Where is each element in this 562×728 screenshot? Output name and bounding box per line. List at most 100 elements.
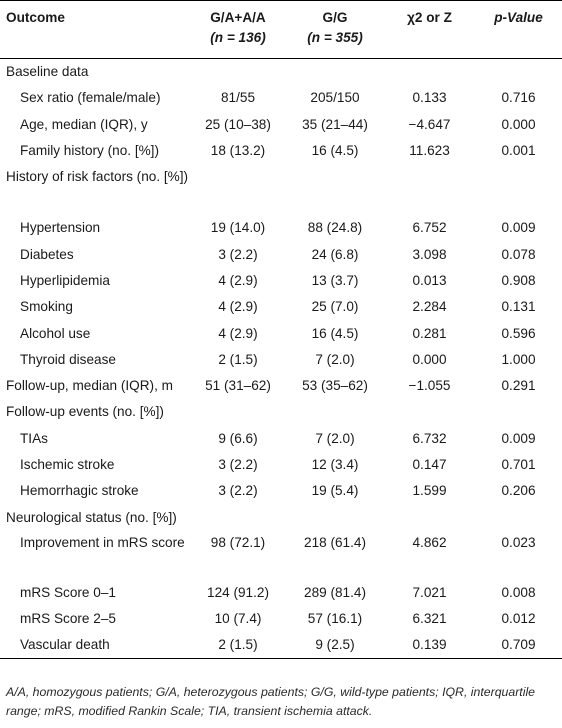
- cell-ga-aa: 124 (91.2): [207, 584, 269, 600]
- table-row: Diabetes 3 (2.2) 24 (6.8) 3.098 0.078: [0, 241, 562, 267]
- row-label: Hyperlipidemia: [20, 272, 110, 288]
- cell-p: 0.716: [501, 90, 536, 106]
- cell-p: 0.206: [501, 483, 536, 499]
- section-row: Baseline data: [0, 58, 562, 85]
- row-label: Vascular death: [0, 631, 190, 660]
- row-label: Family history (no. [%]): [20, 143, 159, 159]
- row-label: Thyroid disease: [20, 351, 116, 367]
- header-ga-aa-label: G/A+A/A: [210, 10, 266, 25]
- header-gg-label: G/G: [322, 10, 348, 25]
- cell-ga-aa: 25 (10–38): [205, 116, 271, 132]
- cell-stat: 3.098: [412, 246, 447, 262]
- cell-p: 0.596: [501, 325, 536, 341]
- header-ga-aa-n: (n = 136): [210, 30, 266, 45]
- cell-p: 0.008: [501, 584, 536, 600]
- row-label: Diabetes: [20, 246, 74, 262]
- cell-stat: 7.021: [412, 584, 447, 600]
- header-pvalue: p-Value: [475, 1, 562, 59]
- table-row: Follow-up, median (IQR), m 51 (31–62) 53…: [0, 372, 562, 398]
- section-row: Follow-up events (no. [%]): [0, 399, 562, 425]
- section-title: Follow-up events (no. [%]): [6, 404, 164, 420]
- cell-stat: 6.752: [412, 220, 447, 236]
- cell-gg: 7 (2.0): [315, 430, 355, 446]
- table-row: Family history (no. [%]) 18 (13.2) 16 (4…: [0, 137, 562, 163]
- table-row: mRS Score 2–5 10 (7.4) 57 (16.1) 6.321 0…: [0, 606, 562, 632]
- row-label: Ischemic stroke: [20, 457, 115, 472]
- cell-stat: −4.647: [408, 116, 451, 132]
- table-row: Hypertension 19 (14.0) 88 (24.8) 6.752 0…: [0, 215, 562, 241]
- cell-p: 0.001: [501, 143, 536, 159]
- cell-gg: 7 (2.0): [315, 351, 355, 367]
- header-stat: χ2 or Z: [384, 1, 475, 59]
- cell-stat: 0.147: [412, 457, 447, 472]
- row-label: Follow-up, median (IQR), m: [6, 378, 173, 394]
- cell-ga-aa: 2 (1.5): [190, 631, 286, 660]
- cell-stat: 1.599: [412, 483, 447, 499]
- cell-stat: 0.000: [412, 351, 447, 367]
- cell-gg: 205/150: [310, 90, 360, 106]
- table-row: Smoking 4 (2.9) 25 (7.0) 2.284 0.131: [0, 294, 562, 320]
- cell-p: 0.131: [501, 299, 536, 315]
- row-label: TIAs: [20, 430, 48, 446]
- row-label: mRS Score 0–1: [20, 584, 116, 600]
- cell-p: 0.023: [501, 535, 536, 551]
- cell-gg: 35 (21–44): [302, 116, 368, 132]
- cell-p: 1.000: [501, 351, 536, 367]
- cell-p: 0.000: [501, 116, 536, 132]
- table-row: Hyperlipidemia 4 (2.9) 13 (3.7) 0.013 0.…: [0, 267, 562, 293]
- cell-stat: −1.055: [408, 378, 451, 394]
- table-row: Sex ratio (female/male) 81/55 205/150 0.…: [0, 85, 562, 111]
- cell-stat: 6.321: [412, 611, 447, 627]
- cell-gg: 19 (5.4): [311, 483, 359, 499]
- section-row: History of risk factors (no. [%]): [0, 164, 562, 215]
- table-row: Improvement in mRS score 98 (72.1) 218 (…: [0, 530, 562, 579]
- results-table-container: Outcome G/A+A/A (n = 136) G/G (n = 355) …: [0, 0, 562, 660]
- cell-gg: 16 (4.5): [311, 325, 359, 341]
- cell-p: 0.078: [501, 246, 536, 262]
- cell-ga-aa: 3 (2.2): [218, 483, 258, 499]
- cell-gg: 218 (61.4): [304, 535, 366, 551]
- row-label: Hemorrhagic stroke: [20, 483, 139, 499]
- cell-gg: 12 (3.4): [311, 457, 359, 472]
- header-ga-aa: G/A+A/A (n = 136): [190, 1, 286, 59]
- row-label: Alcohol use: [20, 325, 91, 341]
- cell-p: 0.009: [501, 430, 536, 446]
- table-row: TIAs 9 (6.6) 7 (2.0) 6.732 0.009: [0, 425, 562, 451]
- cell-ga-aa: 3 (2.2): [218, 246, 258, 262]
- row-label: Age, median (IQR), y: [20, 116, 148, 132]
- table-row: mRS Score 0–1 124 (91.2) 289 (81.4) 7.02…: [0, 579, 562, 605]
- row-label: Improvement in mRS score: [20, 535, 185, 551]
- cell-gg: 16 (4.5): [311, 143, 359, 159]
- section-row: Neurological status (no. [%]): [0, 504, 562, 530]
- cell-p: 0.291: [501, 378, 536, 394]
- cell-ga-aa: 18 (13.2): [210, 143, 266, 159]
- cell-gg: 289 (81.4): [304, 584, 366, 600]
- cell-ga-aa: 10 (7.4): [214, 611, 262, 627]
- row-label: Hypertension: [20, 220, 101, 236]
- cell-gg: 25 (7.0): [311, 299, 359, 315]
- cell-stat: 11.623: [409, 143, 450, 159]
- row-label: Smoking: [20, 299, 73, 315]
- cell-gg: 24 (6.8): [311, 246, 359, 262]
- cell-stat: 4.862: [412, 535, 447, 551]
- cell-gg: 53 (35–62): [302, 378, 368, 394]
- table-row: Alcohol use 4 (2.9) 16 (4.5) 0.281 0.596: [0, 320, 562, 346]
- row-label: mRS Score 2–5: [20, 611, 116, 627]
- cell-stat: 2.284: [412, 299, 447, 315]
- cell-gg: 13 (3.7): [311, 272, 359, 288]
- header-outcome: Outcome: [0, 1, 190, 59]
- cell-stat: 0.133: [412, 90, 447, 106]
- cell-ga-aa: 3 (2.2): [218, 457, 258, 472]
- table-row: Vascular death 2 (1.5) 9 (2.5) 0.139 0.7…: [0, 631, 562, 660]
- cell-ga-aa: 4 (2.9): [218, 325, 258, 341]
- cell-p: 0.701: [501, 457, 536, 472]
- cell-gg: 88 (24.8): [307, 220, 363, 236]
- header-row: Outcome G/A+A/A (n = 136) G/G (n = 355) …: [0, 1, 562, 59]
- cell-ga-aa: 9 (6.6): [218, 430, 258, 446]
- cell-ga-aa: 51 (31–62): [205, 378, 271, 394]
- cell-ga-aa: 4 (2.9): [218, 272, 258, 288]
- cell-gg: 57 (16.1): [307, 611, 363, 627]
- cell-gg: 9 (2.5): [286, 631, 384, 660]
- cell-ga-aa: 98 (72.1): [210, 535, 266, 551]
- cell-ga-aa: 81/55: [220, 90, 256, 106]
